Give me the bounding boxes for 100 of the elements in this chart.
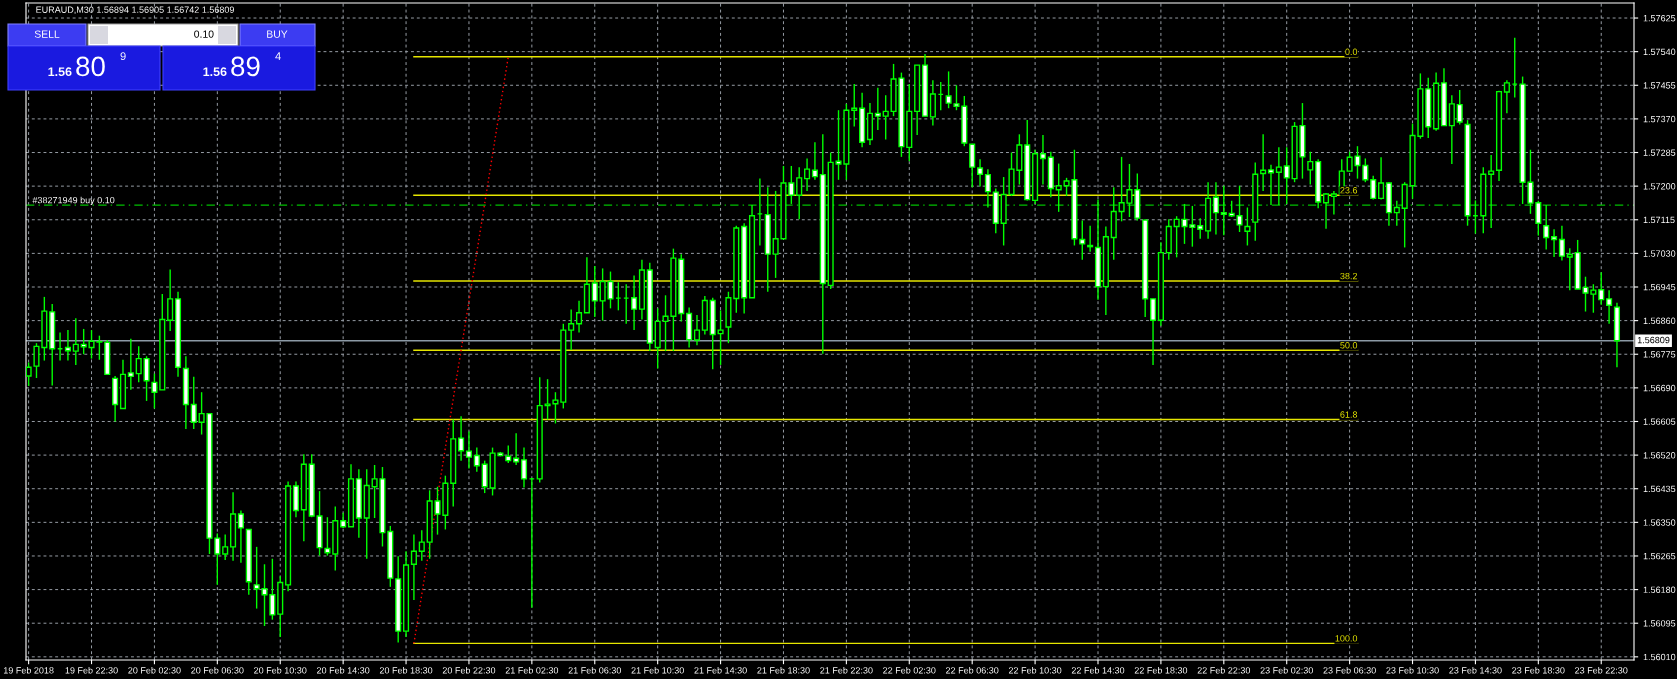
annotation: 89 bbox=[231, 56, 260, 77]
y-tick-label: 1.56350 bbox=[1643, 519, 1676, 526]
candlestick bbox=[1393, 200, 1400, 227]
candlestick bbox=[796, 166, 803, 221]
annotation: 1.56 bbox=[203, 67, 227, 77]
candlestick bbox=[72, 317, 79, 366]
candlestick bbox=[976, 158, 984, 188]
candlestick bbox=[851, 83, 858, 128]
x-tick-label: 23 Feb 14:30 bbox=[1449, 666, 1502, 674]
chart-title: EURAUD,M30 1.56894 1.56905 1.56742 1.56809 bbox=[36, 6, 234, 14]
candlestick bbox=[26, 361, 32, 387]
candlestick bbox=[693, 314, 701, 346]
x-tick-label: 20 Feb 22:30 bbox=[442, 666, 496, 674]
candlestick bbox=[874, 86, 881, 131]
y-tick-label: 1.56775 bbox=[1643, 351, 1676, 358]
candlestick bbox=[190, 376, 197, 430]
y-tick-label: 1.56435 bbox=[1643, 485, 1676, 493]
candlestick bbox=[1606, 289, 1613, 325]
y-tick-label: 1.57115 bbox=[1643, 216, 1675, 224]
series-label: 50.0 bbox=[1340, 342, 1358, 349]
candlestick bbox=[410, 533, 417, 601]
y-tick-label: 1.57625 bbox=[1643, 15, 1676, 22]
annotation: 0.10 bbox=[194, 30, 214, 38]
candlestick bbox=[969, 143, 976, 189]
x-tick-label: 21 Feb 02:30 bbox=[505, 666, 559, 674]
annotation: SELL bbox=[34, 30, 60, 38]
x-tick-label: 21 Feb 10:30 bbox=[631, 666, 684, 674]
candlestick bbox=[1378, 156, 1385, 201]
candlestick bbox=[1267, 164, 1275, 206]
y-tick-label: 1.56095 bbox=[1643, 620, 1676, 627]
candlestick bbox=[1220, 185, 1227, 236]
candlestick bbox=[1322, 192, 1330, 230]
x-tick-label: 19 Feb 22:30 bbox=[65, 666, 118, 674]
candlestick bbox=[418, 529, 425, 562]
y-tick-label: 1.57540 bbox=[1643, 48, 1676, 56]
candlestick bbox=[1244, 206, 1251, 247]
x-tick-label: 21 Feb 06:30 bbox=[568, 666, 622, 674]
x-tick-label: 20 Feb 14:30 bbox=[317, 666, 370, 674]
candlestick bbox=[135, 345, 142, 384]
candlestick bbox=[1598, 271, 1605, 306]
x-tick-label: 21 Feb 14:30 bbox=[694, 666, 747, 674]
candlestick bbox=[1039, 134, 1047, 186]
y-tick-label: 1.56520 bbox=[1643, 452, 1676, 459]
annotation: 80 bbox=[76, 56, 105, 77]
candlestick bbox=[458, 415, 465, 462]
candlestick bbox=[591, 265, 598, 318]
annotation: 1.56 bbox=[48, 67, 72, 77]
annotation: 4 bbox=[275, 52, 281, 60]
candlestick bbox=[1079, 219, 1086, 261]
candlestick bbox=[1551, 228, 1558, 258]
candlestick bbox=[717, 309, 724, 366]
x-tick-label: 20 Feb 10:30 bbox=[254, 666, 307, 674]
x-tick-label: 23 Feb 10:30 bbox=[1386, 666, 1439, 674]
candlestick bbox=[127, 338, 134, 391]
candlestick bbox=[222, 533, 229, 561]
x-tick-label: 22 Feb 10:30 bbox=[1008, 666, 1062, 674]
candlestick bbox=[143, 355, 150, 402]
y-tick-label: 1.56860 bbox=[1643, 317, 1676, 324]
y-tick-label: 1.56010 bbox=[1643, 653, 1676, 661]
x-tick-label: 20 Feb 18:30 bbox=[379, 666, 433, 674]
candlestick bbox=[1543, 204, 1550, 251]
candlestick bbox=[568, 308, 575, 351]
candlestick bbox=[64, 329, 71, 362]
series-label: 23.6 bbox=[1340, 187, 1358, 194]
candlestick bbox=[1330, 190, 1337, 216]
x-tick-label: 21 Feb 18:30 bbox=[757, 666, 810, 674]
x-tick-label: 20 Feb 02:30 bbox=[128, 666, 181, 674]
x-tick-label: 22 Feb 18:30 bbox=[1134, 666, 1188, 674]
candlestick bbox=[473, 446, 480, 473]
candlestick bbox=[1197, 217, 1204, 240]
y-tick-label: 1.57285 bbox=[1643, 149, 1676, 156]
candlestick bbox=[1566, 247, 1573, 291]
y-tick-label: 1.57370 bbox=[1643, 115, 1676, 123]
x-tick-label: 23 Feb 06:30 bbox=[1323, 666, 1376, 674]
candlestick bbox=[465, 430, 473, 470]
x-tick-label: 22 Feb 14:30 bbox=[1071, 666, 1125, 674]
x-tick-label: 23 Feb 22:30 bbox=[1575, 666, 1628, 674]
y-tick-label: 1.56265 bbox=[1643, 552, 1676, 560]
y-tick-label: 1.56605 bbox=[1643, 418, 1676, 425]
candlestick bbox=[1283, 146, 1290, 205]
candlestick bbox=[1488, 154, 1495, 229]
annotation: 9 bbox=[120, 52, 126, 61]
candlestick bbox=[151, 372, 158, 410]
x-tick-label: 23 Feb 02:30 bbox=[1260, 666, 1313, 674]
y-tick-label: 1.56945 bbox=[1643, 283, 1676, 291]
candlestick bbox=[1448, 94, 1455, 165]
candlestick bbox=[882, 94, 889, 141]
candlestick bbox=[1503, 79, 1510, 115]
y-tick-label: 1.56690 bbox=[1643, 384, 1676, 392]
candlestick bbox=[1456, 89, 1463, 126]
series-label: 38.2 bbox=[1340, 272, 1358, 280]
ref-line-label: #38271949 buy 0.10 bbox=[32, 196, 115, 206]
x-tick-label: 23 Feb 18:30 bbox=[1512, 666, 1565, 674]
y-tick-label: 1.57030 bbox=[1643, 250, 1676, 257]
ref-line-label: 1.56809 bbox=[1637, 336, 1670, 344]
candlestick bbox=[575, 300, 583, 334]
candlestick bbox=[929, 79, 936, 127]
series-label: 100.0 bbox=[1335, 635, 1358, 642]
candlestick bbox=[811, 141, 818, 181]
candlestick bbox=[1260, 133, 1267, 192]
